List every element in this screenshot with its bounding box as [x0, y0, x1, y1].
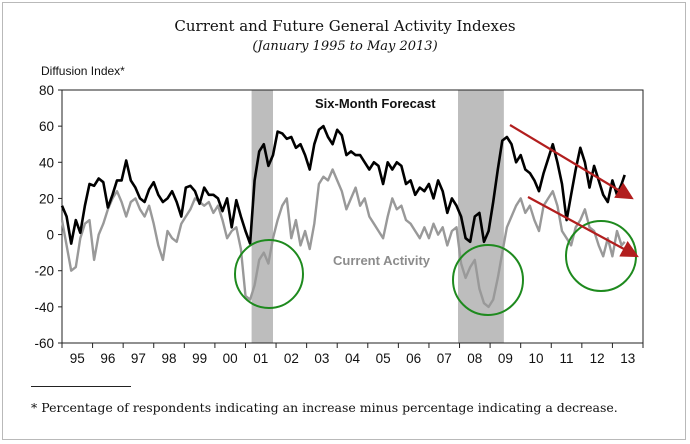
footnote-rule: [31, 386, 131, 387]
highlight-circle-1: [234, 239, 304, 309]
forecast-series-line: [60, 124, 626, 245]
x-tick-label: 10: [528, 351, 543, 366]
x-tick-label: 13: [620, 351, 635, 366]
x-tick-label: 98: [162, 351, 177, 366]
y-tick-label: 40: [39, 155, 54, 170]
y-tick-label: -60: [34, 336, 54, 351]
trend-arrow-2: [527, 196, 639, 258]
y-tick-label: -40: [34, 300, 54, 315]
x-tick-label: 96: [100, 351, 115, 366]
y-tick-label: 20: [39, 191, 54, 206]
recession-band-1: [251, 90, 273, 343]
x-tick-label: 99: [192, 351, 207, 366]
y-tick-label: 60: [39, 119, 54, 134]
y-axis-label: Diffusion Index*: [41, 64, 125, 78]
x-tick-label: 95: [70, 351, 85, 366]
highlight-circle-2: [452, 244, 524, 316]
current-series-line: [60, 168, 626, 309]
current-series-label: Current Activity: [333, 253, 431, 268]
x-tick-label: 12: [590, 351, 605, 366]
y-tick-label: 0: [46, 228, 54, 243]
x-tick-label: 97: [131, 351, 146, 366]
x-tick-label: 03: [314, 351, 329, 366]
x-tick-label: 11: [560, 351, 574, 366]
trend-arrow-1: [509, 124, 634, 200]
chart-title: Current and Future General Activity Inde…: [174, 17, 516, 35]
x-tick-label: 06: [406, 351, 421, 366]
highlight-circle-3: [565, 220, 637, 292]
x-tick-label: 08: [467, 351, 482, 366]
y-tick-label: -20: [34, 264, 54, 279]
chart-subtitle: (January 1995 to May 2013): [252, 39, 438, 54]
x-tick-label: 05: [376, 351, 391, 366]
x-tick-label: 07: [437, 351, 452, 366]
footnote: * Percentage of respondents indicating a…: [31, 400, 618, 415]
forecast-series-label: Six-Month Forecast: [315, 96, 436, 111]
y-tick-label: 80: [39, 83, 54, 98]
x-tick-label: 02: [284, 351, 299, 366]
x-tick-label: 04: [345, 351, 361, 366]
x-tick-label: 01: [253, 351, 268, 366]
x-tick-label: 09: [498, 351, 513, 366]
x-tick-label: 00: [223, 351, 238, 366]
plot-area: [61, 89, 644, 344]
